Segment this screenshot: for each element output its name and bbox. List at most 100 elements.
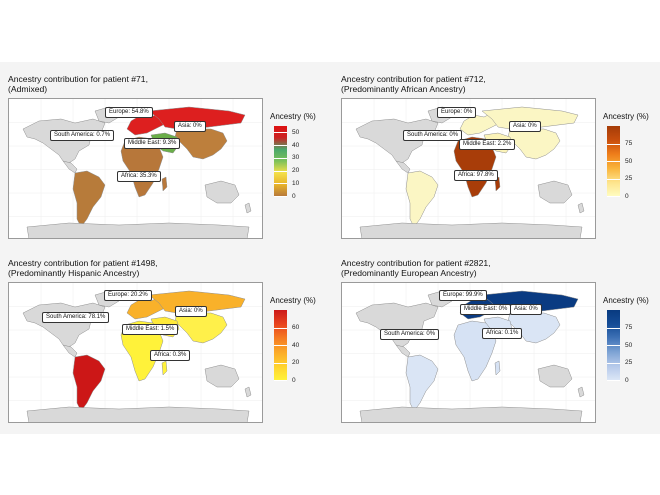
legend-tick-label: 20 (292, 359, 300, 366)
legend-tickmark (274, 170, 287, 172)
label-africa: Africa: 35.3% (117, 171, 161, 182)
label-middle-east: Middle East: 0% (460, 304, 512, 315)
legend-tick-label: 50 (625, 341, 633, 349)
region-central-america (62, 160, 78, 174)
region-south-america (72, 170, 106, 228)
label-europe: Europe: 20.2% (104, 290, 152, 301)
region-madagascar (161, 360, 168, 376)
legend-tickmark (274, 145, 287, 147)
legend-tick-label: 0 (292, 376, 296, 384)
label-south-america: South America: 0% (403, 130, 463, 141)
legend-tickmark (607, 345, 620, 346)
legend-tickmark (274, 362, 287, 364)
panel-patient-71: Ancestry contribution for patient #71, (… (4, 74, 326, 244)
legend: Ancestry (%) 75 50 25 0 (603, 296, 659, 396)
legend-tickmark (274, 345, 287, 346)
label-europe: Europe: 99.9% (439, 290, 487, 301)
world-map: Europe: 20.2% Asia: 0% South America: 78… (8, 282, 263, 423)
region-north-america (355, 302, 439, 348)
legend-tickmark (274, 380, 287, 381)
region-russia (148, 290, 246, 314)
label-asia: Asia: 0% (509, 121, 541, 132)
region-russia (148, 106, 246, 130)
panel-title: Ancestry contribution for patient #71, (… (8, 74, 148, 94)
legend-tick-label: 40 (292, 141, 300, 149)
world-map: Europe: 99.9% Middle East: 0% Asia: 0% S… (341, 282, 596, 423)
panel-title: Ancestry contribution for patient #2821,… (341, 258, 491, 278)
legend-title: Ancestry (%) (270, 296, 316, 305)
legend-tickmark (607, 178, 620, 180)
label-europe: Europe: 0% (437, 107, 477, 118)
label-middle-east: Middle East: 1.5% (122, 324, 179, 335)
region-madagascar (494, 360, 501, 376)
legend-tickmark (607, 143, 620, 145)
figure: Ancestry contribution for patient #71, (… (0, 62, 660, 434)
region-australia (204, 180, 240, 204)
region-south-america (405, 170, 439, 228)
region-madagascar (161, 176, 168, 192)
label-asia: Asia: 0% (174, 121, 206, 132)
legend-tick-label: 40 (292, 341, 300, 349)
region-central-america (395, 344, 411, 358)
legend-tick-label: 20 (292, 167, 300, 175)
region-central-america (395, 160, 411, 174)
label-africa: Africa: 0.3% (150, 350, 191, 361)
region-asia (174, 128, 228, 160)
legend-tickmark (607, 161, 620, 162)
legend-title: Ancestry (%) (603, 296, 649, 305)
panel-patient-712: Ancestry contribution for patient #712, … (337, 74, 659, 244)
legend-tickmark (607, 196, 620, 197)
legend-tick-label: 30 (292, 154, 300, 162)
label-south-america: South America: 0.7% (50, 130, 115, 141)
region-asia (174, 312, 228, 344)
label-middle-east: Middle East: 2.2% (459, 139, 516, 150)
region-north-america (22, 118, 106, 164)
region-russia (481, 106, 579, 130)
label-africa: Africa: 0.1% (482, 328, 523, 339)
region-north-america (22, 302, 106, 348)
panel-patient-1498: Ancestry contribution for patient #1498,… (4, 258, 326, 428)
panel-title: Ancestry contribution for patient #1498,… (8, 258, 158, 278)
legend: Ancestry (%) 60 40 20 0 (270, 296, 326, 396)
world-map: Europe: 0% Asia: 0% South America: 0% Mi… (341, 98, 596, 239)
panel-title: Ancestry contribution for patient #712, … (341, 74, 486, 94)
region-new-zealand (577, 386, 585, 398)
region-south-america (405, 354, 439, 412)
region-antarctica (359, 406, 583, 422)
legend: Ancestry (%) 75 50 25 0 (603, 112, 659, 212)
legend-tick-label: 25 (625, 359, 633, 366)
panel-patient-2821: Ancestry contribution for patient #2821,… (337, 258, 659, 428)
label-europe: Europe: 54.8% (105, 107, 153, 118)
legend-tick-label: 50 (625, 157, 633, 165)
region-australia (204, 364, 240, 388)
legend-title: Ancestry (%) (603, 112, 649, 121)
legend-tickmark (274, 327, 287, 329)
legend-tick-label: 0 (625, 376, 629, 384)
legend-tickmark (274, 132, 287, 134)
legend-tickmark (607, 362, 620, 364)
world-map: Europe: 54.8% Asia: 0% South America: 0.… (8, 98, 263, 239)
legend-tickmark (607, 380, 620, 381)
legend-tick-label: 75 (625, 140, 633, 147)
region-new-zealand (244, 202, 252, 214)
region-new-zealand (244, 386, 252, 398)
legend-tick-label: 60 (292, 324, 300, 331)
region-asia (507, 312, 561, 344)
region-south-america (72, 354, 106, 412)
region-north-america (355, 118, 439, 164)
region-australia (537, 180, 573, 204)
region-central-america (62, 344, 78, 358)
legend-tick-label: 0 (292, 192, 296, 200)
legend: Ancestry (%) 50 40 30 20 10 0 (270, 112, 326, 212)
label-south-america: South America: 78.1% (42, 312, 110, 323)
legend-tick-label: 0 (625, 192, 629, 200)
legend-tickmark (607, 327, 620, 329)
region-antarctica (26, 406, 250, 422)
legend-colorbar (274, 126, 287, 196)
region-antarctica (26, 222, 250, 238)
label-south-america: South America: 0% (380, 329, 440, 340)
legend-title: Ancestry (%) (270, 112, 316, 121)
region-australia (537, 364, 573, 388)
label-africa: Africa: 97.8% (454, 170, 498, 181)
label-asia: Asia: 0% (175, 306, 207, 317)
